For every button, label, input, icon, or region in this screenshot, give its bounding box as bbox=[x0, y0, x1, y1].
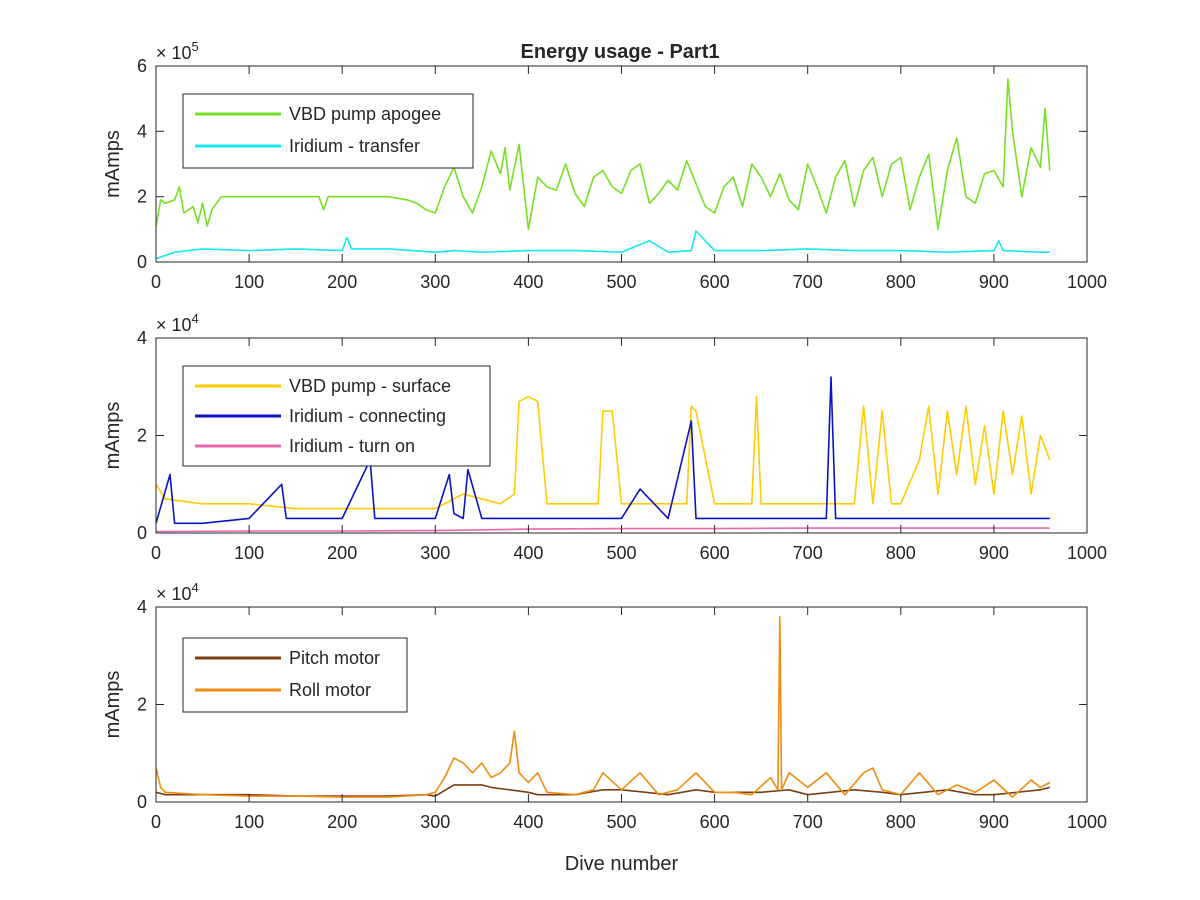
x-tick-label: 0 bbox=[151, 543, 161, 563]
x-tick-label: 100 bbox=[234, 272, 264, 292]
x-tick-label: 800 bbox=[886, 543, 916, 563]
legend-entry-label: VBD pump apogee bbox=[289, 104, 441, 124]
x-tick-label: 300 bbox=[420, 543, 450, 563]
x-tick-label: 0 bbox=[151, 272, 161, 292]
legend-box bbox=[182, 93, 474, 169]
legend: VBD pump apogee Iridium - transfer bbox=[182, 93, 474, 169]
y-tick-label: 2 bbox=[137, 695, 147, 715]
series-line-iridium-transfer bbox=[156, 230, 1050, 260]
y-axis-label: mAmps bbox=[102, 671, 124, 739]
x-tick-label: 700 bbox=[793, 812, 823, 832]
x-tick-label: 700 bbox=[793, 543, 823, 563]
x-tick-label: 1000 bbox=[1067, 543, 1107, 563]
x-tick-label: 600 bbox=[700, 543, 730, 563]
x-tick-label: 400 bbox=[513, 272, 543, 292]
y-tick-label: 0 bbox=[137, 523, 147, 543]
x-tick-label: 200 bbox=[327, 543, 357, 563]
y-tick-label: 0 bbox=[137, 792, 147, 812]
x-tick-label: 400 bbox=[513, 543, 543, 563]
y-tick-label: 4 bbox=[137, 121, 147, 141]
x-tick-label: 900 bbox=[979, 543, 1009, 563]
y-exponent-label: × 104 bbox=[156, 580, 199, 604]
y-tick-label: 0 bbox=[137, 252, 147, 272]
legend-entry-label: Iridium - transfer bbox=[289, 136, 420, 156]
x-tick-label: 200 bbox=[327, 272, 357, 292]
chart-panel-1: 0 100 200 300 400 500 600 700 800 900 1000 0 2 4 6 × 10… bbox=[102, 39, 1107, 292]
x-axis-label: Dive number bbox=[565, 853, 679, 875]
x-tick-label: 400 bbox=[513, 812, 543, 832]
x-tick-label: 0 bbox=[151, 812, 161, 832]
y-axis-label: mAmps bbox=[102, 130, 124, 198]
chart-panel-3: 0 100 200 300 400 500 600 700 800 900 1000 0 2 4 × 104… bbox=[102, 580, 1107, 875]
x-tick-label: 600 bbox=[700, 272, 730, 292]
x-tick-label: 800 bbox=[886, 272, 916, 292]
x-tick-label: 1000 bbox=[1067, 812, 1107, 832]
x-tick-label: 100 bbox=[234, 812, 264, 832]
y-axis-label: mAmps bbox=[102, 402, 124, 470]
x-tick-label: 1000 bbox=[1067, 272, 1107, 292]
y-exponent-label: × 105 bbox=[156, 39, 199, 63]
y-tick-label: 4 bbox=[137, 597, 147, 617]
y-tick-label: 2 bbox=[137, 426, 147, 446]
legend-entry-label: Iridium - turn on bbox=[289, 436, 415, 456]
x-tick-label: 300 bbox=[420, 272, 450, 292]
series-line-vbd-pump-apogee bbox=[156, 78, 1051, 231]
legend-entry-label: Iridium - connecting bbox=[289, 406, 446, 426]
legend-entry-label: VBD pump - surface bbox=[289, 376, 451, 396]
legend-entry-label: Roll motor bbox=[289, 680, 371, 700]
x-tick-label: 500 bbox=[606, 543, 636, 563]
x-tick-label: 900 bbox=[979, 812, 1009, 832]
x-tick-label: 200 bbox=[327, 812, 357, 832]
x-tick-label: 900 bbox=[979, 272, 1009, 292]
series-line-iridium-connecting bbox=[156, 376, 1050, 525]
x-tick-label: 800 bbox=[886, 812, 916, 832]
legend: Pitch motor Roll motor bbox=[182, 637, 408, 713]
y-tick-label: 2 bbox=[137, 187, 147, 207]
x-tick-label: 300 bbox=[420, 812, 450, 832]
legend: VBD pump - surface Iridium - connecting Ir… bbox=[182, 365, 491, 467]
figure-title: Energy usage - Part1 bbox=[521, 41, 720, 63]
y-exponent-label: × 104 bbox=[156, 311, 199, 335]
x-tick-label: 500 bbox=[606, 812, 636, 832]
x-tick-label: 100 bbox=[234, 543, 264, 563]
legend-entry-label: Pitch motor bbox=[289, 648, 380, 668]
x-tick-label: 600 bbox=[700, 812, 730, 832]
legend-box bbox=[182, 637, 408, 713]
y-tick-label: 4 bbox=[137, 328, 147, 348]
x-tick-label: 700 bbox=[793, 272, 823, 292]
chart-panel-2: 0 100 200 300 400 500 600 700 800 900 1000 0 2 4 × 104… bbox=[102, 311, 1107, 563]
x-tick-label: 500 bbox=[606, 272, 636, 292]
y-tick-label: 6 bbox=[137, 56, 147, 76]
